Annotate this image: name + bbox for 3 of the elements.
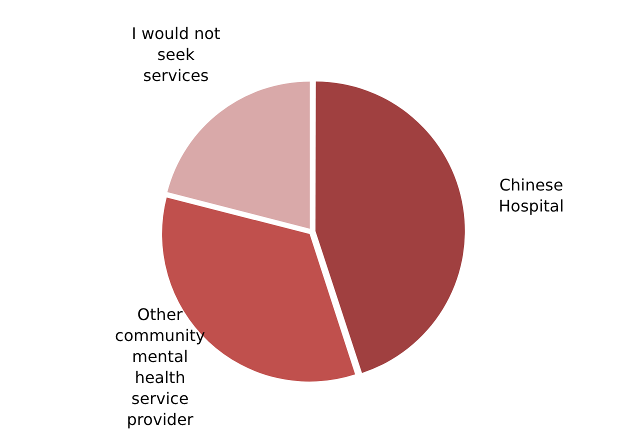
slice-label: I would not seek services — [132, 24, 220, 86]
slice-label: Other community mental health service provider — [114, 305, 206, 430]
slice-label: Chinese Hospital — [498, 175, 564, 216]
